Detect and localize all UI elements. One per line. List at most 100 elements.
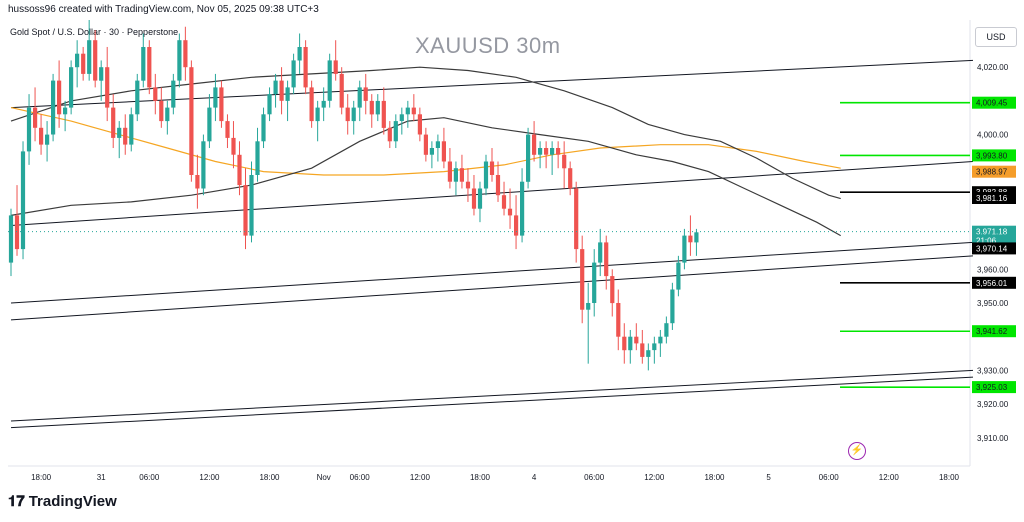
candle — [8, 215, 14, 263]
candle — [483, 161, 489, 189]
candle — [622, 336, 627, 351]
y-tick-label: 3,960.00 — [977, 265, 1009, 274]
candle — [586, 303, 591, 310]
price-label: 3,970.14 — [976, 244, 1008, 253]
candle — [33, 107, 38, 128]
moving-average-orange — [10, 107, 841, 176]
candle — [231, 137, 236, 155]
price-label: 4,009.45 — [976, 99, 1008, 108]
candle — [465, 181, 471, 189]
candle — [682, 235, 687, 263]
candle — [453, 168, 458, 182]
candle — [81, 53, 86, 74]
candle — [321, 100, 326, 108]
candle — [219, 87, 224, 122]
price-label-box — [972, 325, 1016, 338]
price-label: 3,956.01 — [976, 279, 1008, 288]
trendline — [10, 369, 974, 422]
x-tick-label: 18:00 — [259, 473, 280, 482]
candle — [580, 249, 585, 310]
candle — [634, 336, 639, 344]
candle — [183, 40, 188, 68]
candle — [273, 80, 278, 95]
x-tick-label: 06:00 — [139, 473, 160, 482]
candle — [652, 343, 657, 351]
price-label: 3,981.16 — [976, 194, 1008, 203]
candle — [165, 107, 170, 122]
price-label-box — [972, 165, 1016, 178]
candle — [532, 134, 537, 155]
candle — [592, 262, 597, 303]
price-label: 3,925.03 — [976, 383, 1008, 392]
candle — [477, 188, 483, 209]
price-label: 21:06 — [976, 236, 997, 245]
candle — [471, 188, 477, 209]
tradingview-logo-icon: 𝟏𝟕 — [8, 492, 25, 510]
candle — [123, 127, 128, 145]
y-tick-label: 3,920.00 — [977, 400, 1009, 409]
candle — [177, 40, 182, 81]
x-tick-label: 06:00 — [350, 473, 371, 482]
candle — [261, 114, 266, 142]
x-tick-label: 12:00 — [879, 473, 900, 482]
candle — [303, 47, 308, 88]
candle — [297, 47, 302, 61]
candle — [550, 148, 555, 155]
price-label-box — [972, 381, 1016, 394]
candle — [153, 87, 158, 101]
candle — [417, 114, 422, 135]
candle — [189, 67, 194, 175]
candle — [267, 94, 272, 115]
x-tick-label: 18:00 — [470, 473, 491, 482]
currency-button[interactable]: USD — [975, 27, 1017, 47]
y-tick-label: 4,000.00 — [977, 131, 1009, 140]
candle — [429, 148, 434, 155]
candle — [489, 161, 495, 175]
candle — [159, 100, 164, 122]
candle — [459, 168, 464, 182]
candle — [447, 161, 452, 182]
candle — [381, 100, 386, 128]
candle — [141, 47, 146, 81]
trendline — [10, 241, 974, 304]
candle — [249, 175, 254, 236]
candle — [658, 336, 663, 344]
candle — [285, 87, 290, 101]
price-label: 3,941.62 — [976, 327, 1008, 336]
candle — [315, 107, 320, 122]
x-tick-label: 4 — [532, 473, 537, 482]
price-label-box — [972, 276, 1016, 289]
candle — [255, 141, 260, 175]
candle — [694, 232, 699, 243]
candle — [14, 215, 20, 250]
candle — [225, 121, 230, 138]
candle — [93, 40, 98, 81]
candle — [351, 107, 356, 122]
x-tick-label: 18:00 — [939, 473, 960, 482]
x-tick-label: Nov — [317, 473, 331, 482]
candle — [99, 67, 104, 81]
candle — [640, 343, 645, 357]
candle — [387, 127, 392, 142]
symbol-info[interactable]: Gold Spot / U.S. Dollar · 30 · Peppersto… — [10, 27, 179, 37]
candle — [616, 303, 621, 337]
candle — [147, 47, 152, 88]
candle — [45, 134, 50, 145]
candle — [507, 208, 513, 216]
candle — [195, 175, 200, 189]
candle — [63, 107, 68, 115]
x-tick-label: 18:00 — [31, 473, 52, 482]
candle — [20, 151, 26, 250]
lightning-icon[interactable]: ⚡ — [848, 442, 866, 460]
candle — [604, 242, 609, 277]
price-label: 3,971.18 — [976, 228, 1008, 237]
tradingview-brand[interactable]: 𝟏𝟕 TradingView — [8, 491, 117, 511]
candle — [87, 40, 92, 74]
x-tick-label: 5 — [766, 473, 771, 482]
x-tick-label: 12:00 — [410, 473, 431, 482]
y-tick-label: 4,020.00 — [977, 63, 1009, 72]
candle — [688, 235, 693, 243]
price-label-box — [972, 242, 1016, 255]
moving-average-lower — [10, 117, 841, 237]
